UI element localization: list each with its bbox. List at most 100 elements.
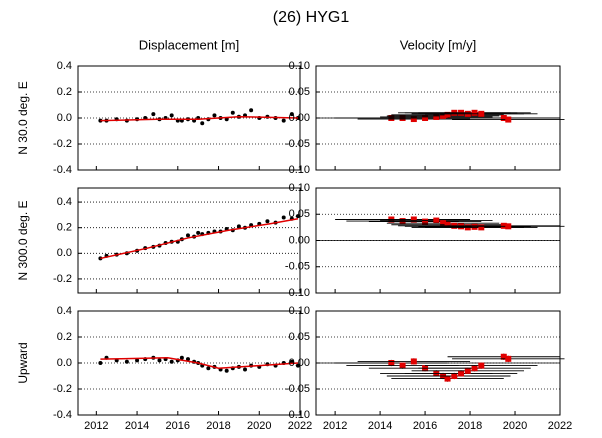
y-tick-label: 0.10 [289, 305, 310, 317]
y-axis-label: N 300.0 deg. E [16, 200, 30, 280]
displacement-point [157, 358, 162, 363]
y-tick-label: 0.2 [57, 86, 72, 98]
y-tick-label: 0.2 [57, 331, 72, 343]
panel: Upward -0.4 -0.2 0.0 0.2 0.4 2012 2014 2016 2018 2… [16, 305, 312, 432]
y-tick-label: 0.4 [57, 60, 72, 72]
y-tick-label: -0.05 [285, 138, 310, 150]
y-tick-label: 0.05 [289, 208, 310, 220]
displacement-point [265, 219, 270, 224]
panel: Displacement [m] N 30.0 deg. E -0.4 -0.2 0.0… [16, 37, 301, 176]
displacement-point [206, 366, 211, 371]
axes-frame [77, 187, 301, 294]
velocity-point [388, 360, 395, 366]
displacement-point [236, 224, 241, 229]
displacement-point [212, 113, 217, 118]
velocity-point [478, 224, 485, 231]
x-tick-label: 2018 [458, 420, 482, 432]
velocity-point [471, 109, 478, 116]
displacement-point [135, 358, 140, 363]
velocity-point [500, 353, 507, 360]
velocity-point [505, 116, 512, 123]
velocity-point [471, 223, 478, 230]
y-tick-label: 0.4 [57, 305, 72, 317]
velocity-point [444, 221, 451, 228]
axes-frame [315, 65, 561, 171]
displacement-point [224, 368, 229, 373]
y-tick-label: -0.10 [285, 287, 310, 299]
velocity-point [410, 116, 417, 123]
displacement-point [169, 359, 174, 364]
fit-line [100, 115, 298, 122]
velocity-point [422, 218, 429, 225]
y-tick-label: -0.10 [285, 164, 310, 176]
y-tick-label: 0.0 [57, 247, 72, 259]
velocity-point [440, 220, 447, 227]
displacement-point [281, 215, 286, 220]
y-tick-label: 0.00 [289, 234, 310, 246]
y-tick-label: -0.2 [53, 383, 72, 395]
y-tick-label: 0.2 [57, 222, 72, 234]
panel: Velocity [m/y] -0.10 -0.05 0.00 0.05 0.10 [285, 37, 565, 176]
velocity-point [500, 222, 507, 229]
displacement-point [169, 113, 174, 118]
displacement-point [200, 121, 205, 126]
x-tick-label: 2014 [125, 420, 149, 432]
x-tick-label: 2012 [84, 420, 108, 432]
x-tick-label: 2016 [166, 420, 190, 432]
displacement-point [196, 230, 201, 235]
velocity-point [444, 111, 451, 118]
y-axis-label: Upward [16, 342, 30, 383]
y-tick-label: -0.2 [53, 138, 72, 150]
velocity-point [505, 355, 512, 362]
panel: -0.10 -0.05 0.00 0.05 0.10 [285, 182, 565, 299]
y-tick-label: 0.00 [289, 112, 310, 124]
velocity-point [451, 373, 458, 379]
velocity-point [433, 217, 440, 224]
displacement-point [151, 112, 156, 117]
column-title: Displacement [m] [139, 37, 239, 52]
y-tick-label: 0.05 [289, 86, 310, 98]
velocity-point [410, 358, 417, 365]
x-tick-label: 2016 [413, 420, 437, 432]
axes-frame [315, 187, 561, 294]
displacement-point [179, 355, 184, 360]
velocity-point [399, 218, 406, 225]
y-tick-label: 0.00 [289, 357, 310, 369]
velocity-point [458, 370, 465, 377]
y-tick-label: 0.0 [57, 112, 72, 124]
displacement-point [249, 108, 254, 113]
y-tick-label: -0.05 [285, 383, 310, 395]
x-tick-label: 2020 [247, 420, 271, 432]
x-tick-label: 2020 [503, 420, 527, 432]
y-tick-label: -0.2 [53, 273, 72, 285]
x-tick-label: 2014 [368, 420, 392, 432]
displacement-point [243, 367, 248, 372]
velocity-point [433, 113, 440, 120]
x-tick-label: 2022 [548, 420, 572, 432]
displacement-point [295, 214, 300, 219]
figure-title: (26) HYG1 [273, 9, 350, 26]
panel: -0.10 -0.05 0.00 0.05 0.10 2012 2014 2016 2018 20… [285, 305, 572, 432]
y-tick-label: 0.05 [289, 331, 310, 343]
panel: N 300.0 deg. E -0.2 0.0 0.2 0.4 [16, 187, 301, 294]
velocity-point [444, 375, 451, 382]
displacement-point [230, 110, 235, 115]
axes-frame [315, 310, 561, 416]
fit-line [100, 217, 299, 260]
axes-frame [77, 310, 301, 416]
y-axis-label: N 30.0 deg. E [16, 81, 30, 154]
velocity-point [399, 362, 406, 369]
y-tick-label: -0.4 [53, 164, 72, 176]
velocity-point [471, 365, 478, 372]
column-title: Velocity [m/y] [400, 37, 477, 52]
displacement-point [281, 118, 286, 123]
velocity-point [478, 110, 485, 117]
displacement-point [185, 357, 190, 362]
velocity-point [422, 115, 429, 121]
displacement-point [98, 361, 103, 365]
velocity-point [478, 362, 485, 369]
displacement-point [185, 233, 190, 238]
x-tick-label: 2022 [288, 420, 312, 432]
y-tick-label: 0.0 [57, 357, 72, 369]
